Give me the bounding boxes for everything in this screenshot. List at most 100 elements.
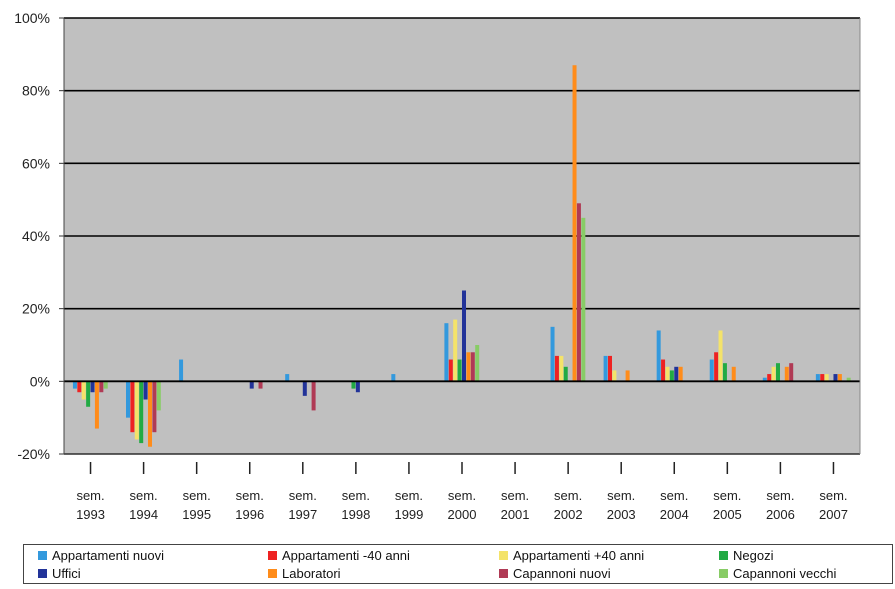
bar [475,345,480,382]
legend-label: Negozi [733,547,774,563]
bar [285,374,290,382]
legend-swatch [268,568,277,578]
legend-swatch [38,568,47,578]
x-tick-label: sem. 2003 [607,488,636,522]
bar [789,363,794,382]
bar [674,366,679,382]
legend-label: Capannoni vecchi [733,565,837,581]
legend-label: Capannoni nuovi [513,565,611,581]
legend-item: Appartamenti -40 anni [268,547,410,563]
bar [833,374,838,382]
bar [784,366,789,382]
bar [815,374,820,382]
bar [134,381,139,440]
bar [156,381,161,411]
bar [139,381,144,444]
legend-label: Appartamenti +40 anni [513,547,645,563]
y-tick-label: 100% [14,10,50,26]
bar [776,363,780,382]
bar [457,359,462,382]
legend-swatch [499,568,508,578]
legend-item: Appartamenti nuovi [38,547,164,563]
bar [130,381,135,433]
bar [824,374,829,382]
bar [148,381,152,447]
bar [722,363,727,382]
bar [448,359,453,382]
bar [771,366,776,382]
bar [258,381,263,389]
bar [550,326,555,382]
bar [143,381,148,400]
legend-item: Capannoni nuovi [499,565,611,581]
x-tick-label: sem. 2005 [713,488,742,522]
bar [351,381,356,389]
x-axis-labels: sem. 1993 sem. 1994 sem. 1995 sem. 1996 sem. 1997… [76,462,848,522]
bar [718,330,723,382]
bar [731,366,736,382]
x-tick-label: sem. 2000 [448,488,477,522]
legend-swatch [499,550,508,560]
legend-label: Laboratori [282,565,341,581]
legend: Appartamenti nuovi Appartamenti -40 anni A… [23,544,893,584]
y-axis-ticks: -20% 0% 20% 40% 60% 80% 100% [14,10,64,462]
bars [72,65,851,447]
x-tick-label: sem. 1997 [288,488,317,522]
x-tick-label: sem. 2007 [819,488,848,522]
x-tick-label: sem. 2006 [766,488,795,522]
bar [355,381,360,393]
bar [302,381,307,396]
bar [572,65,577,382]
bar [714,352,719,382]
bar [94,381,99,429]
legend-item: Laboratori [268,565,341,581]
legend-item: Capannoni vecchi [719,565,836,581]
bar [576,203,581,382]
x-tick-label: sem. 1999 [394,488,423,522]
y-tick-label: 20% [22,301,50,317]
y-tick-label: 0% [30,373,50,389]
axes [63,18,861,455]
bar [152,381,157,433]
x-tick-label: sem. 1993 [76,488,105,522]
bar [99,381,104,393]
bar [311,381,316,411]
x-tick-label: sem. 2001 [501,488,530,522]
x-tick-label: sem. 1998 [341,488,370,522]
legend-swatch [719,550,728,560]
legend-swatch [38,550,47,560]
bar [669,370,674,382]
bar [661,359,666,382]
y-tick-label: 60% [22,155,50,171]
bar [86,381,91,407]
bar [846,377,851,382]
bar [466,352,471,382]
bar [581,217,586,382]
x-tick-label: sem. 1994 [129,488,158,522]
legend-label: Appartamenti -40 anni [282,547,410,563]
bar [762,377,767,382]
bar [837,374,842,382]
legend-label: Appartamenti nuovi [52,547,165,563]
x-tick-label: sem. 1996 [235,488,264,522]
y-tick-label: 80% [22,83,50,99]
bar [72,381,77,389]
x-tick-label: sem. 1995 [182,488,211,522]
bar [563,366,568,382]
x-tick-label: sem. 2002 [554,488,583,522]
y-tick-label: 40% [22,228,50,244]
bar [444,323,449,382]
legend-item: Appartamenti +40 anni [499,547,644,563]
bar [462,290,466,382]
bar [126,381,130,418]
x-tick-label: sem. 2004 [660,488,689,522]
bar [625,370,630,382]
legend-item: Negozi [719,547,773,563]
bar [678,366,683,382]
bar [665,366,670,382]
bar [820,374,825,382]
bar [656,330,661,382]
bar [453,319,458,382]
bar [554,355,559,382]
